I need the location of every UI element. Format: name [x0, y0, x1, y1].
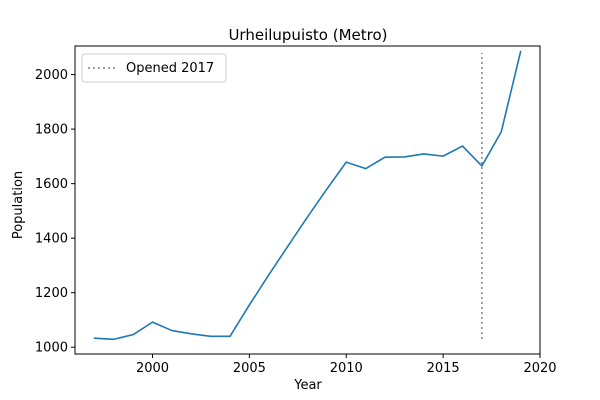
x-axis-label: Year [293, 378, 322, 393]
y-tick-label-1800: 1800 [35, 123, 68, 138]
x-tick-label-2000: 2000 [136, 361, 169, 376]
x-tick-label-2005: 2005 [233, 361, 266, 376]
legend-label: Opened 2017 [126, 61, 214, 76]
y-tick-label-1000: 1000 [35, 341, 68, 356]
series-line-0 [93, 50, 522, 341]
y-tick-label-1600: 1600 [35, 177, 68, 192]
x-tick-label-2020: 2020 [523, 361, 556, 376]
plot-frame [74, 45, 541, 355]
y-tick-label-1200: 1200 [35, 286, 68, 301]
legend: Opened 2017 [81, 53, 227, 83]
axes: 2000 2005 2010 2015 2020 1000 1200 1400 1600 1800… [35, 45, 557, 376]
legend-frame [81, 53, 227, 83]
chart-title: Urheilupuisto (Metro) [228, 26, 387, 44]
x-tick-label-2010: 2010 [330, 361, 363, 376]
y-axis-label: Population [11, 171, 26, 239]
y-tick-label-1400: 1400 [35, 232, 68, 247]
plot-area [93, 50, 522, 341]
x-tick-label-2015: 2015 [427, 361, 460, 376]
y-tick-label-2000: 2000 [35, 68, 68, 83]
